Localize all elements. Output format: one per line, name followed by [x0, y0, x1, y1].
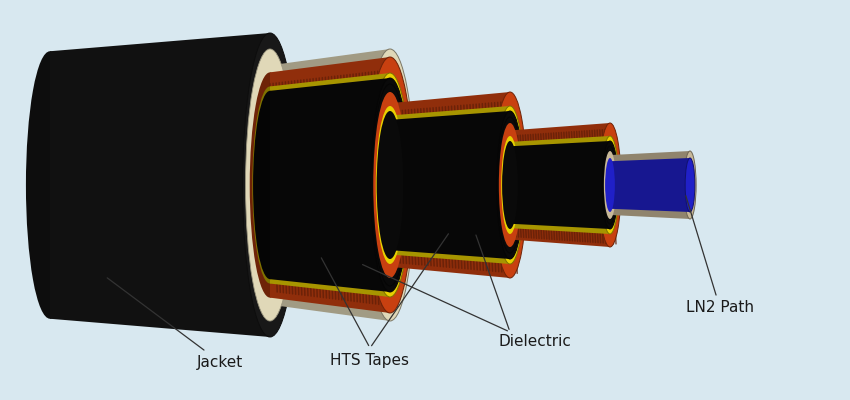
Text: LN2 Path: LN2 Path [686, 196, 754, 316]
Ellipse shape [502, 136, 518, 234]
Polygon shape [510, 123, 610, 247]
Polygon shape [270, 73, 390, 297]
Polygon shape [510, 141, 610, 229]
Ellipse shape [375, 103, 405, 267]
Ellipse shape [26, 51, 74, 319]
Ellipse shape [684, 151, 696, 219]
Ellipse shape [502, 142, 518, 228]
Ellipse shape [601, 136, 619, 234]
Polygon shape [510, 136, 610, 234]
Polygon shape [610, 158, 690, 212]
Ellipse shape [373, 92, 407, 278]
Ellipse shape [254, 96, 286, 274]
Ellipse shape [599, 123, 621, 247]
Polygon shape [390, 92, 510, 278]
Ellipse shape [250, 72, 291, 298]
Polygon shape [270, 57, 390, 313]
Ellipse shape [376, 106, 405, 264]
Ellipse shape [500, 130, 520, 240]
Text: Dielectric: Dielectric [499, 334, 571, 350]
Polygon shape [610, 151, 690, 219]
Ellipse shape [493, 92, 527, 278]
Ellipse shape [604, 155, 615, 215]
Ellipse shape [377, 117, 402, 253]
Ellipse shape [685, 158, 694, 212]
Ellipse shape [503, 146, 517, 224]
Ellipse shape [502, 141, 518, 229]
Ellipse shape [378, 120, 402, 250]
Polygon shape [270, 84, 390, 286]
Ellipse shape [370, 73, 411, 297]
Ellipse shape [605, 158, 615, 212]
Ellipse shape [496, 106, 524, 264]
Text: Jacket: Jacket [107, 278, 243, 370]
Ellipse shape [366, 49, 415, 321]
Ellipse shape [496, 111, 524, 259]
Ellipse shape [242, 33, 298, 337]
Ellipse shape [504, 151, 516, 219]
Polygon shape [270, 78, 390, 292]
Ellipse shape [602, 141, 618, 229]
Polygon shape [390, 117, 510, 253]
Ellipse shape [377, 116, 403, 254]
Ellipse shape [248, 65, 292, 305]
Ellipse shape [603, 146, 617, 224]
Polygon shape [390, 106, 510, 264]
Polygon shape [270, 49, 390, 321]
Polygon shape [390, 111, 510, 259]
Ellipse shape [252, 86, 288, 284]
Ellipse shape [246, 49, 294, 321]
Ellipse shape [379, 125, 400, 245]
Ellipse shape [253, 91, 287, 279]
Ellipse shape [371, 84, 408, 286]
Ellipse shape [367, 57, 413, 313]
Ellipse shape [377, 111, 403, 259]
Polygon shape [510, 146, 610, 224]
Ellipse shape [498, 117, 522, 253]
Ellipse shape [604, 151, 616, 219]
Ellipse shape [503, 146, 517, 224]
Ellipse shape [371, 78, 409, 292]
Ellipse shape [499, 123, 521, 247]
Polygon shape [50, 33, 270, 337]
Text: HTS Tapes: HTS Tapes [331, 352, 410, 368]
Ellipse shape [606, 161, 615, 209]
